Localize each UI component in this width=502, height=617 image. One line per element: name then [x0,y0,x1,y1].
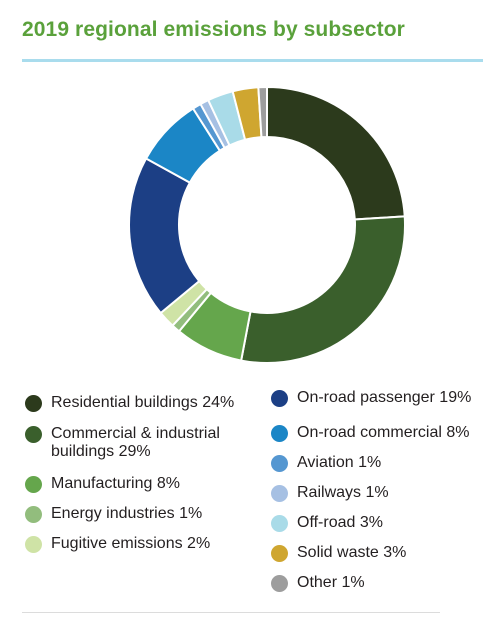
legend-item-9: Off-road 3% [271,514,383,532]
chart-title: 2019 regional emissions by subsector [22,18,405,41]
legend-item-10: Solid waste 3% [271,544,406,562]
legend-swatch [271,455,288,472]
title-underline [22,59,483,62]
legend-label: Residential buildings 24% [51,394,235,411]
legend-swatch [271,545,288,562]
legend-swatch [25,476,42,493]
legend-swatch [25,426,42,443]
legend-label: Railways 1% [297,484,389,501]
legend-swatch [271,485,288,502]
legend-label: Energy industries 1% [51,505,203,522]
legend-item-2: Manufacturing 8% [25,475,180,493]
legend-item-11: Other 1% [271,574,365,592]
legend-item-0: Residential buildings 24% [25,394,234,412]
legend-swatch [271,575,288,592]
legend-item-3: Energy industries 1% [25,505,202,523]
legend-swatch [25,506,42,523]
legend-swatch [271,425,288,442]
legend-label: Off-road 3% [297,514,383,531]
legend-item-8: Railways 1% [271,484,389,502]
legend-label: Commercial & industrial buildings 29% [51,425,220,460]
legend-label: On-road passenger 19% [297,389,472,406]
legend-label: On-road commercial 8% [297,424,470,441]
legend-label: Other 1% [297,574,365,591]
legend-swatch [25,536,42,553]
legend-swatch [271,515,288,532]
bottom-divider [22,612,440,613]
legend-swatch [271,390,288,407]
legend-item-1: Commercial & industrial buildings 29% [25,425,220,461]
legend-label: Fugitive emissions 2% [51,535,211,552]
legend-label: Solid waste 3% [297,544,407,561]
legend-item-5: On-road passenger 19% [271,389,471,407]
donut-slice-1 [239,215,406,364]
donut-slice-11 [257,85,268,139]
legend-swatch [25,395,42,412]
legend-label: Manufacturing 8% [51,475,180,492]
legend-item-6: On-road commercial 8% [271,424,470,442]
donut-slice-0 [266,85,406,221]
legend-label: Aviation 1% [297,454,382,471]
legend-item-4: Fugitive emissions 2% [25,535,210,553]
legend-item-7: Aviation 1% [271,454,381,472]
